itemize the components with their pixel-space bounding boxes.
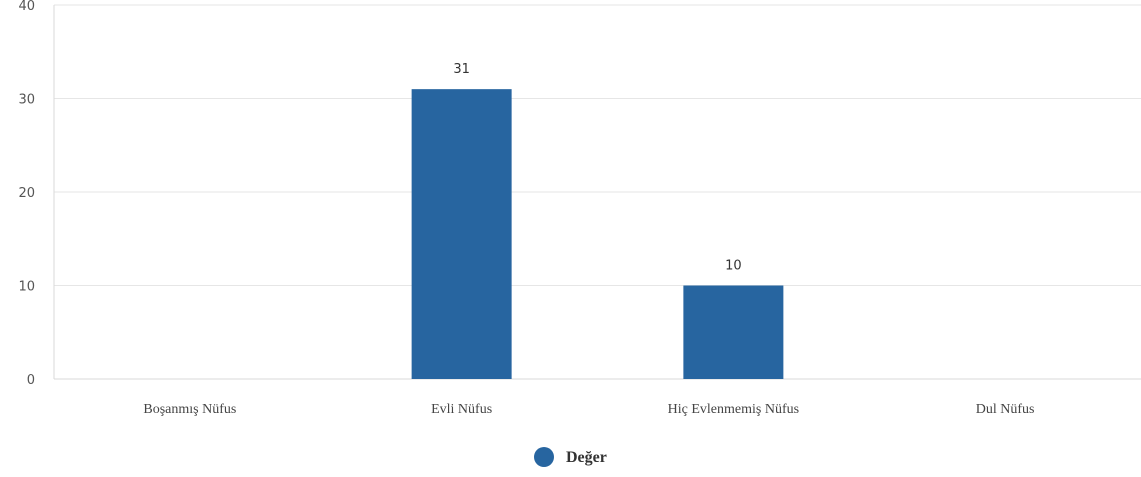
y-tick-label: 30 xyxy=(18,93,35,108)
y-tick-label: 20 xyxy=(18,186,35,201)
y-tick-label: 0 xyxy=(27,373,35,388)
x-tick-label: Boşanmış Nüfus xyxy=(143,402,236,417)
x-tick-label: Hiç Evlenmemiş Nüfus xyxy=(668,402,799,417)
grid-lines xyxy=(53,4,1141,380)
x-tick-label: Dul Nüfus xyxy=(976,402,1035,417)
bar-1[interactable] xyxy=(411,89,512,380)
x-tick-label: Evli Nüfus xyxy=(431,402,492,417)
bar-value-label: 31 xyxy=(453,62,470,77)
bar-value-label: 10 xyxy=(725,259,742,274)
x-axis-tick-labels: Boşanmış Nüfus Evli Nüfus Hiç Evlenmemiş N… xyxy=(143,402,1034,417)
bar-value-labels: 31 10 xyxy=(453,62,741,273)
legend-label: Değer xyxy=(566,449,607,466)
legend[interactable]: Değer xyxy=(534,447,607,467)
bar-2[interactable] xyxy=(683,285,784,380)
legend-marker-icon xyxy=(534,447,554,467)
bars xyxy=(411,89,784,380)
y-tick-label: 10 xyxy=(18,280,35,295)
y-tick-label: 40 xyxy=(18,0,35,14)
y-axis-tick-labels: 0 10 20 30 40 xyxy=(18,0,35,388)
